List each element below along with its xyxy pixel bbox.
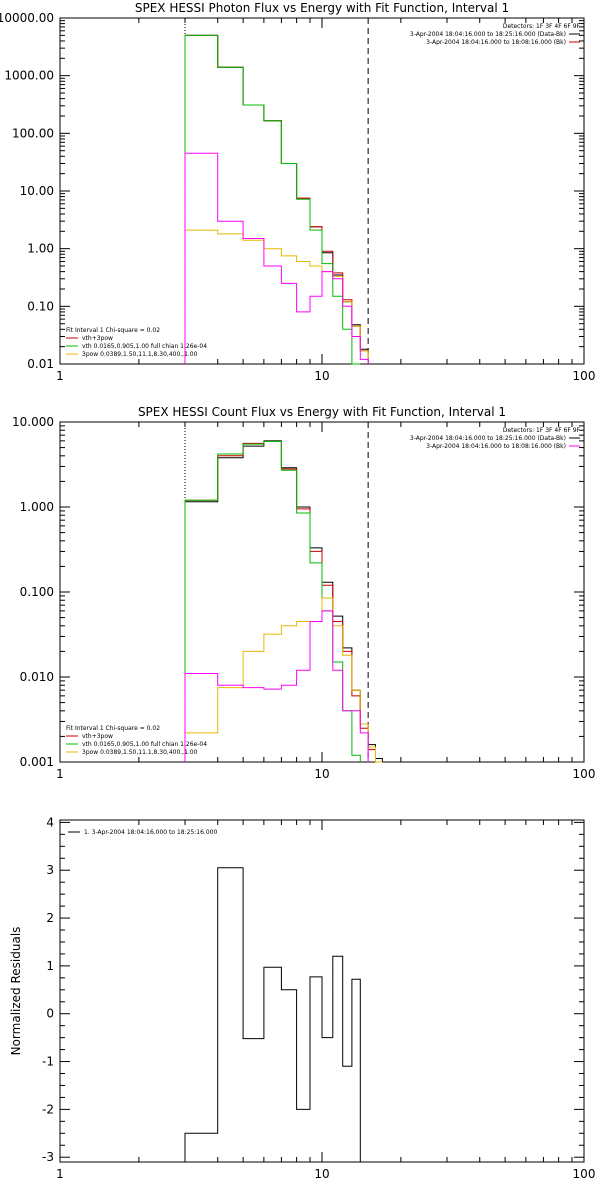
y-tick-label: 0.010 [20, 670, 54, 684]
series-line-3 [184, 597, 383, 763]
series-line-4 [184, 610, 369, 762]
photon-flux-panel: SPEX HESSI Photon Flux vs Energy with Fi… [0, 1, 595, 383]
interval-legend-label: 3-Apr-2004 18:04:16.000 to 18:25:16.000 … [410, 31, 566, 38]
y-tick-label: 100.00 [12, 126, 54, 140]
chart-title: SPEX HESSI Photon Flux vs Energy with Fi… [135, 1, 509, 15]
chart-title: SPEX HESSI Count Flux vs Energy with Fit… [138, 405, 506, 419]
series-line-0 [184, 440, 383, 762]
y-tick-label: 10.000 [12, 415, 54, 429]
y-tick-label: -1 [42, 1055, 54, 1069]
x-tick-label: 100 [573, 1167, 596, 1181]
interval-legend-label: 3-Apr-2004 18:04:16.000 to 18:08:16.000 … [426, 443, 566, 450]
x-tick-label: 1 [56, 767, 64, 781]
residual-legend-label: 1. 3-Apr-2004 18:04:16.000 to 18:25:16.0… [84, 829, 217, 836]
fit-legend-label: vth 0.0165,0.905,1.00 full chian 1.26e-0… [82, 741, 207, 748]
x-tick-label: 100 [573, 369, 596, 383]
series-line-0 [184, 34, 369, 364]
y-tick-label: 0.10 [27, 299, 54, 313]
y-tick-label: -3 [42, 1150, 54, 1164]
y-tick-label: 0.01 [27, 357, 54, 371]
y-tick-label: 10.00 [20, 184, 54, 198]
interval-legend-label: 3-Apr-2004 18:04:16.000 to 18:25:16.000 … [410, 435, 566, 442]
fit-legend-label: vth+3pow [82, 335, 113, 342]
fit-legend-label: vth 0.0165,0.905,1.00 full chian 1.26e-0… [82, 343, 207, 350]
y-tick-label: 3 [46, 863, 54, 877]
y-tick-label: 0.001 [20, 755, 54, 769]
y-tick-label: 1.000 [20, 500, 54, 514]
count-flux-panel: SPEX HESSI Count Flux vs Energy with Fit… [12, 405, 595, 781]
y-tick-label: 10000.00 [0, 11, 54, 25]
y-tick-label: 1.00 [27, 242, 54, 256]
series-line-1 [184, 34, 369, 364]
fit-legend-label: vth+3pow [82, 733, 113, 740]
y-tick-label: 2 [46, 911, 54, 925]
series-line-2 [184, 441, 361, 762]
series-line-1 [184, 441, 383, 763]
x-tick-label: 10 [314, 1167, 329, 1181]
y-tick-label: 0.100 [20, 585, 54, 599]
fit-legend-label: 3pow 0.0389,1.50,11.1,8.30,400.,1.00 [82, 351, 198, 358]
fit-legend-label: 3pow 0.0389,1.50,11.1,8.30,400.,1.00 [82, 749, 198, 756]
residual-line [184, 867, 361, 1162]
y-tick-label: 0 [46, 1007, 54, 1021]
x-tick-label: 10 [314, 767, 329, 781]
detectors-label: Detectors: 1F 3F 4F 6F 9F [503, 427, 581, 434]
series-line-4 [184, 152, 369, 364]
y-tick-label: 1 [46, 959, 54, 973]
y-axis-label: Normalized Residuals [9, 927, 23, 1056]
y-tick-label: -2 [42, 1102, 54, 1116]
interval-legend-label: 3-Apr-2004 18:04:16.000 to 18:08:16.000 … [426, 39, 566, 46]
residuals-panel: 1 10 100 -3 -2 -1 0 1 2 3 4 Normalized Residuals 1. … [9, 815, 595, 1181]
x-tick-label: 1 [56, 1167, 64, 1181]
y-tick-label: 4 [46, 815, 54, 829]
x-tick-label: 1 [56, 369, 64, 383]
x-tick-label: 100 [573, 767, 596, 781]
detectors-label: Detectors: 1F 3F 4F 6F 9F [503, 23, 581, 30]
fit-info-label: Fit Interval 1 Chi-square = 0.02 [66, 725, 160, 732]
series-line-2 [184, 34, 361, 365]
y-tick-label: 1000.00 [4, 69, 54, 83]
x-tick-label: 10 [314, 369, 329, 383]
plot-frame [59, 17, 585, 365]
fit-info-label: Fit Interval 1 Chi-square = 0.02 [66, 327, 160, 334]
series-line-3 [184, 229, 369, 364]
